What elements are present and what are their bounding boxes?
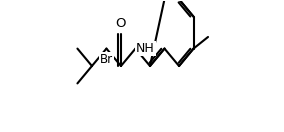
Text: O: O: [116, 17, 126, 30]
Text: NH: NH: [136, 42, 155, 55]
Text: Br: Br: [100, 53, 113, 66]
